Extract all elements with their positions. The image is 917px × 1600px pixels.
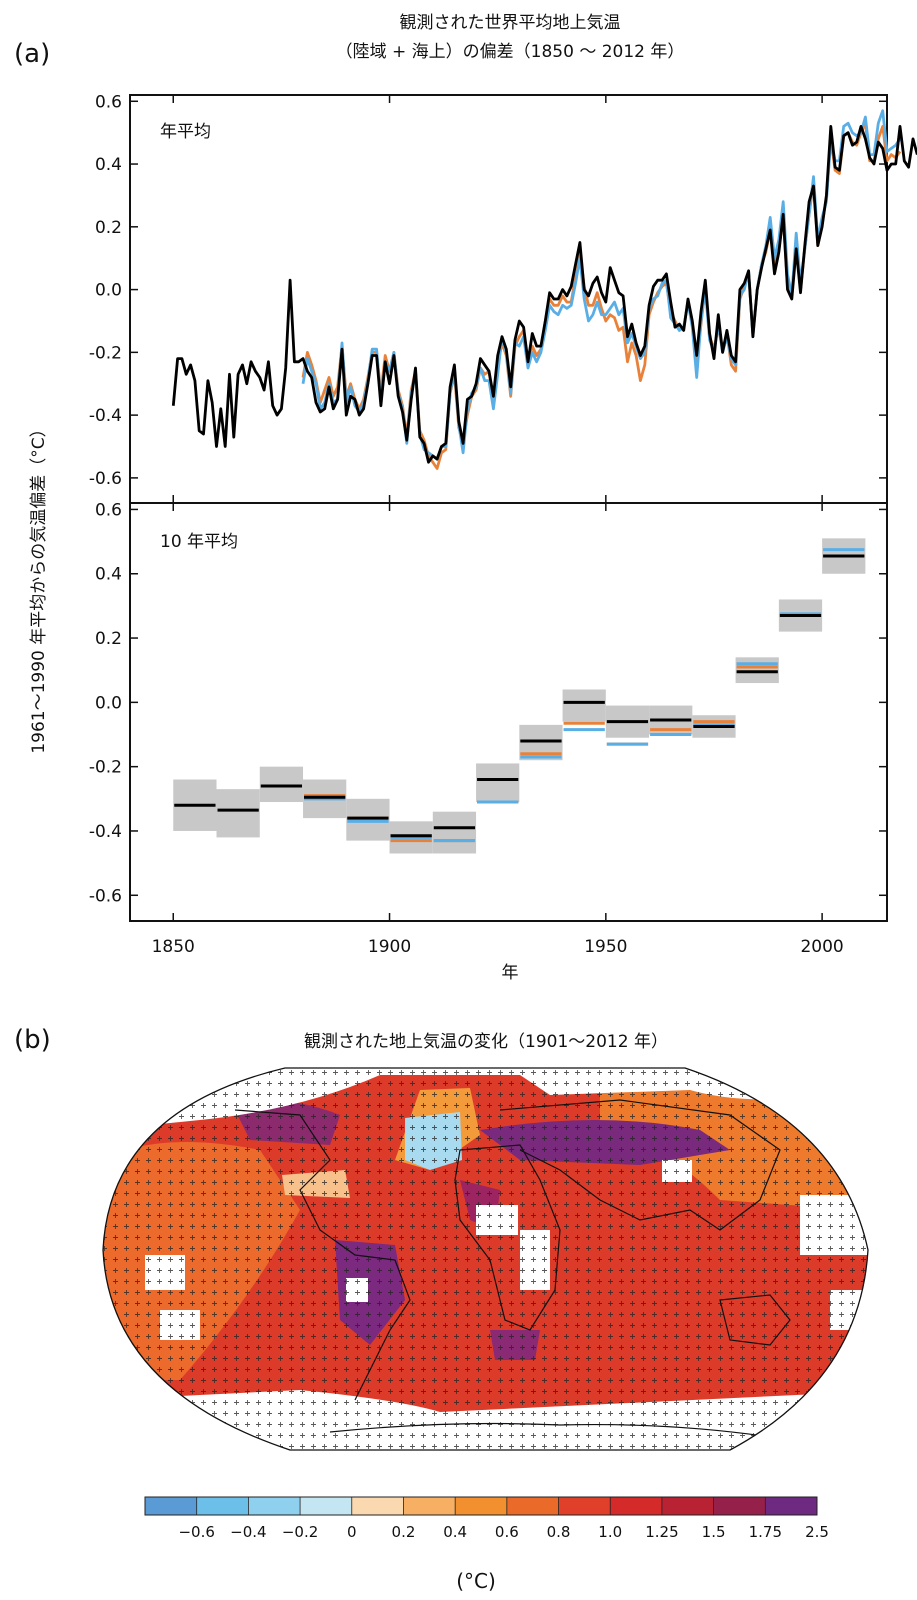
annual-ytick-label: -0.6 bbox=[89, 469, 122, 489]
decadal-uncertainty-box bbox=[476, 763, 520, 803]
y-axis-label: 1961～1990 年平均からの気温偏差（°C） bbox=[29, 420, 49, 753]
decadal-ytick-label: -0.4 bbox=[89, 822, 122, 842]
colorbar-segment bbox=[610, 1497, 662, 1515]
colorbar-segment bbox=[455, 1497, 507, 1515]
annual-panel-title: 年平均 bbox=[160, 122, 211, 142]
temperature-change-map bbox=[102, 1067, 869, 1451]
annual-frame bbox=[129, 94, 888, 504]
decadal-frame bbox=[129, 502, 888, 922]
decadal-ytick-label: 0.0 bbox=[95, 693, 122, 713]
colorbar-segment bbox=[506, 1497, 559, 1515]
colorbar-segment bbox=[248, 1497, 301, 1515]
map-significance-marks bbox=[103, 1068, 868, 1450]
map-coast-antarctica bbox=[329, 1422, 791, 1441]
map-outline bbox=[102, 1067, 869, 1451]
decadal-uncertainty-box bbox=[432, 811, 477, 854]
colorbar-segment bbox=[145, 1497, 197, 1515]
panel-b-label: (b) bbox=[14, 1025, 51, 1055]
annual-panel: -0.6 -0.4 -0.2 0.0 0.2 0.4 0.6 年平均 bbox=[89, 92, 917, 504]
decadal-ytick-label: -0.2 bbox=[89, 758, 122, 778]
colorbar-segment bbox=[765, 1497, 817, 1515]
x-tick-label: 2000 bbox=[800, 937, 843, 957]
panel-a-label: (a) bbox=[14, 39, 50, 69]
annual-series-line bbox=[171, 125, 917, 464]
colorbar-tick-label: −0.2 bbox=[282, 1523, 318, 1541]
annual-ytick-label: 0.6 bbox=[95, 92, 122, 112]
colorbar-tick-label: 0.4 bbox=[443, 1523, 467, 1541]
panel-a-title-line2: （陸域 + 海上）の偏差（1850 ～ 2012 年） bbox=[336, 42, 685, 62]
decadal-ytick-label: 0.2 bbox=[95, 629, 122, 649]
colorbar-segment bbox=[196, 1497, 249, 1515]
colorbar-tick-label: 1.75 bbox=[749, 1523, 782, 1541]
decadal-ytick-label: 0.4 bbox=[95, 565, 122, 585]
map-coast-africa bbox=[454, 1144, 561, 1331]
map-coast-americas bbox=[234, 1109, 411, 1401]
colorbar-segment bbox=[661, 1497, 714, 1515]
colorbar-tick-label: 0.8 bbox=[547, 1523, 571, 1541]
decadal-panel: -0.6 -0.4 -0.2 0.0 0.2 0.4 0.6 1850 1900 1950 2000… bbox=[89, 500, 888, 957]
panel-b-title: 観測された地上気温の変化（1901～2012 年） bbox=[304, 1032, 668, 1052]
annual-ytick-label: -0.4 bbox=[89, 406, 122, 426]
decadal-uncertainty-box bbox=[259, 766, 304, 803]
colorbar-tick-label: 2.5 bbox=[805, 1523, 829, 1541]
x-tick-label: 1900 bbox=[368, 937, 411, 957]
colorbar-tick-label: 0.6 bbox=[495, 1523, 519, 1541]
decadal-ytick-label: -0.6 bbox=[89, 886, 122, 906]
x-tick-label: 1950 bbox=[584, 937, 627, 957]
colorbar-segment bbox=[558, 1497, 611, 1515]
colorbar-unit: (°C) bbox=[456, 1569, 496, 1593]
colorbar-tick-label: −0.6 bbox=[178, 1523, 214, 1541]
decadal-ytick-label: 0.6 bbox=[95, 500, 122, 520]
colorbar-segment bbox=[300, 1497, 352, 1515]
colorbar-segment bbox=[403, 1497, 456, 1515]
colorbar: −0.6 −0.4 −0.2 0 0.2 0.4 0.6 0.8 1.0 1.25 1.5 1.75 2… bbox=[144, 1496, 829, 1541]
x-tick-label: 1850 bbox=[152, 937, 195, 957]
annual-ytick-label: -0.2 bbox=[89, 343, 122, 363]
map-coast-australia bbox=[719, 1294, 791, 1346]
colorbar-tick-label: 0 bbox=[347, 1523, 357, 1541]
colorbar-tick-label: 1.25 bbox=[645, 1523, 678, 1541]
annual-ytick-label: 0.0 bbox=[95, 281, 122, 301]
colorbar-tick-label: −0.4 bbox=[230, 1523, 266, 1541]
annual-plot-area: -0.6 -0.4 -0.2 0.0 0.2 0.4 0.6 bbox=[89, 92, 917, 503]
decadal-uncertainty-box bbox=[216, 789, 260, 838]
panel-a-title-line1: 観測された世界平均地上気温 bbox=[400, 13, 621, 33]
x-axis-label: 年 bbox=[502, 963, 519, 983]
decadal-panel-title: 10 年平均 bbox=[160, 532, 238, 552]
annual-series-line bbox=[301, 109, 902, 461]
decadal-plot-area: -0.6 -0.4 -0.2 0.0 0.2 0.4 0.6 1850 1900 1950 2000 bbox=[89, 500, 887, 957]
colorbar-segment bbox=[713, 1497, 766, 1515]
decadal-uncertainty-box bbox=[346, 798, 390, 841]
colorbar-tick-label: 1.5 bbox=[702, 1523, 726, 1541]
decadal-uncertainty-box bbox=[562, 689, 606, 722]
annual-ytick-label: 0.4 bbox=[95, 155, 122, 175]
colorbar-segment bbox=[351, 1497, 404, 1515]
decadal-uncertainty-box bbox=[735, 657, 779, 684]
colorbar-tick-label: 1.0 bbox=[598, 1523, 622, 1541]
colorbar-tick-label: 0.2 bbox=[392, 1523, 416, 1541]
map-coast-eurasia bbox=[499, 1099, 781, 1231]
annual-ytick-label: 0.2 bbox=[95, 218, 122, 238]
